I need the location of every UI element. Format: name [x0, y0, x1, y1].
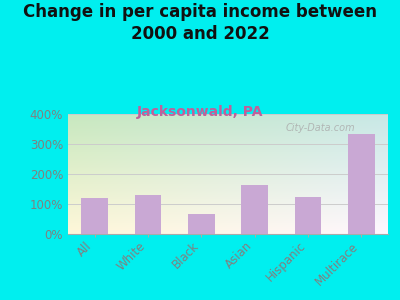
Bar [348, 134, 375, 234]
Bar [295, 196, 321, 234]
Bar [81, 198, 108, 234]
Bar [241, 185, 268, 234]
Bar [188, 214, 215, 234]
Text: Change in per capita income between
2000 and 2022: Change in per capita income between 2000… [23, 3, 377, 43]
Text: Jacksonwald, PA: Jacksonwald, PA [137, 105, 263, 119]
Bar [135, 195, 161, 234]
Text: City-Data.com: City-Data.com [286, 123, 355, 134]
